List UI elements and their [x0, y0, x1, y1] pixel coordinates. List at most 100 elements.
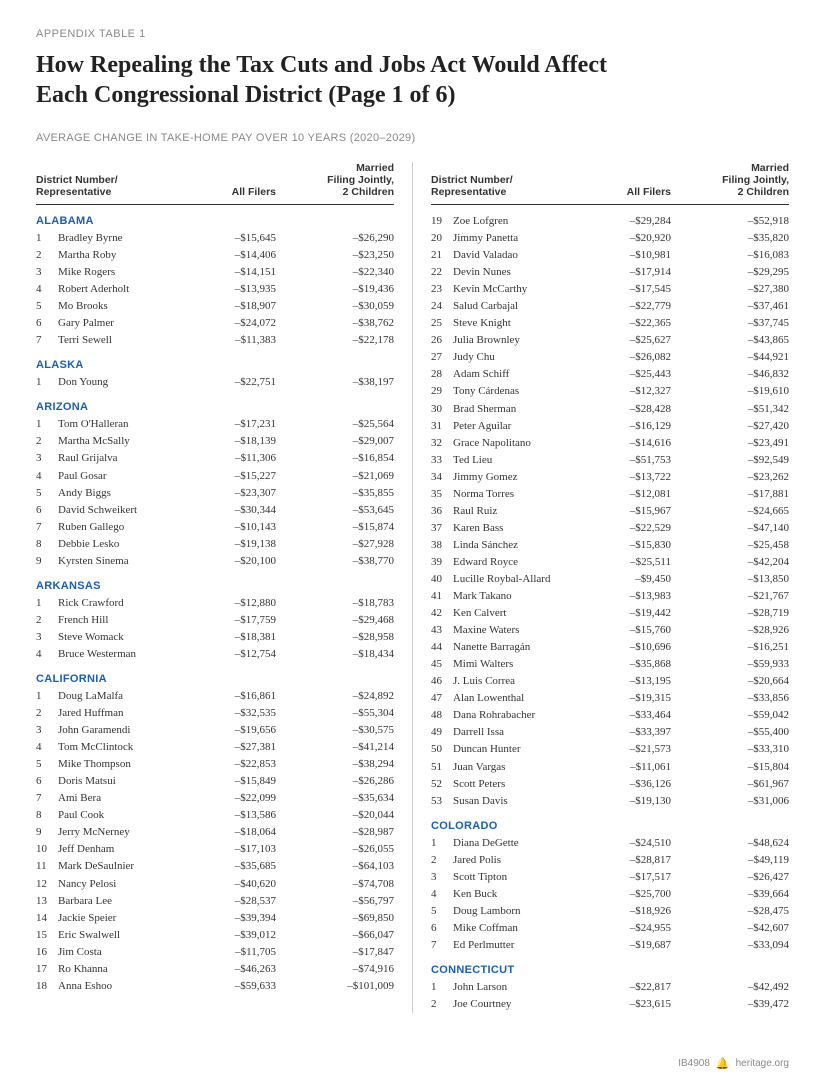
- married-value: –$29,295: [671, 264, 789, 281]
- table-row: 15Eric Swalwell–$39,012–$66,047: [36, 927, 394, 944]
- all-filers-value: –$14,406: [196, 247, 276, 264]
- th-district: District Number/ Representative: [431, 174, 591, 198]
- representative-name: Tom McClintock: [58, 739, 196, 756]
- all-filers-value: –$17,231: [196, 416, 276, 433]
- representative-name: Mo Brooks: [58, 298, 196, 315]
- district-number: 6: [36, 315, 58, 332]
- married-value: –$17,881: [671, 486, 789, 503]
- representative-name: David Valadao: [453, 247, 591, 264]
- representative-name: Bruce Westerman: [58, 646, 196, 663]
- representative-name: Nanette Barragán: [453, 639, 591, 656]
- district-number: 5: [36, 298, 58, 315]
- married-value: –$55,304: [276, 705, 394, 722]
- table-row: 33Ted Lieu–$51,753–$92,549: [431, 452, 789, 469]
- th-all-filers: All Filers: [196, 186, 276, 198]
- representative-name: John Larson: [453, 979, 591, 996]
- district-number: 40: [431, 571, 453, 588]
- district-number: 4: [36, 468, 58, 485]
- all-filers-value: –$19,138: [196, 536, 276, 553]
- state-header: CONNECTICUT: [431, 964, 789, 976]
- married-value: –$66,047: [276, 927, 394, 944]
- representative-name: Darrell Issa: [453, 724, 591, 741]
- married-value: –$42,607: [671, 920, 789, 937]
- married-value: –$35,820: [671, 230, 789, 247]
- table-row: 6Mike Coffman–$24,955–$42,607: [431, 920, 789, 937]
- district-number: 25: [431, 315, 453, 332]
- representative-name: David Schweikert: [58, 502, 196, 519]
- married-value: –$28,958: [276, 629, 394, 646]
- district-number: 51: [431, 759, 453, 776]
- district-number: 31: [431, 418, 453, 435]
- representative-name: Scott Peters: [453, 776, 591, 793]
- table-row: 9Kyrsten Sinema–$20,100–$38,770: [36, 553, 394, 570]
- all-filers-value: –$22,365: [591, 315, 671, 332]
- bell-icon: 🔔: [716, 1057, 730, 1070]
- representative-name: French Hill: [58, 612, 196, 629]
- district-number: 2: [431, 852, 453, 869]
- table-row: 5Doug Lamborn–$18,926–$28,475: [431, 903, 789, 920]
- district-number: 23: [431, 281, 453, 298]
- all-filers-value: –$28,817: [591, 852, 671, 869]
- married-value: –$39,472: [671, 996, 789, 1013]
- all-filers-value: –$24,955: [591, 920, 671, 937]
- table-row: 1Doug LaMalfa–$16,861–$24,892: [36, 688, 394, 705]
- married-value: –$39,664: [671, 886, 789, 903]
- table-row: 29Tony Cárdenas–$12,327–$19,610: [431, 383, 789, 400]
- district-number: 5: [36, 756, 58, 773]
- table-row: 19Zoe Lofgren–$29,284–$52,918: [431, 213, 789, 230]
- all-filers-value: –$25,627: [591, 332, 671, 349]
- table-row: 5Andy Biggs–$23,307–$35,855: [36, 485, 394, 502]
- table-row: 28Adam Schiff–$25,443–$46,832: [431, 366, 789, 383]
- all-filers-value: –$18,064: [196, 824, 276, 841]
- table-row: 32Grace Napolitano–$14,616–$23,491: [431, 435, 789, 452]
- married-value: –$17,847: [276, 944, 394, 961]
- representative-name: Martha McSally: [58, 433, 196, 450]
- married-value: –$26,055: [276, 841, 394, 858]
- married-value: –$33,094: [671, 937, 789, 954]
- all-filers-value: –$14,151: [196, 264, 276, 281]
- all-filers-value: –$12,327: [591, 383, 671, 400]
- representative-name: Mike Coffman: [453, 920, 591, 937]
- district-number: 17: [36, 961, 58, 978]
- district-number: 2: [36, 247, 58, 264]
- district-number: 38: [431, 537, 453, 554]
- married-value: –$28,475: [671, 903, 789, 920]
- district-number: 37: [431, 520, 453, 537]
- table-row: 4Robert Aderholt–$13,935–$19,436: [36, 281, 394, 298]
- district-number: 36: [431, 503, 453, 520]
- all-filers-value: –$15,967: [591, 503, 671, 520]
- representative-name: Mike Rogers: [58, 264, 196, 281]
- all-filers-value: –$22,853: [196, 756, 276, 773]
- table-row: 8Paul Cook–$13,586–$20,044: [36, 807, 394, 824]
- representative-name: Jimmy Gomez: [453, 469, 591, 486]
- all-filers-value: –$15,830: [591, 537, 671, 554]
- all-filers-value: –$11,306: [196, 450, 276, 467]
- table-row: 18Anna Eshoo–$59,633–$101,009: [36, 978, 394, 995]
- married-value: –$13,850: [671, 571, 789, 588]
- table-row: 12Nancy Pelosi–$40,620–$74,708: [36, 876, 394, 893]
- married-value: –$53,645: [276, 502, 394, 519]
- state-header: ARKANSAS: [36, 580, 394, 592]
- page-subtitle: AVERAGE CHANGE IN TAKE-HOME PAY OVER 10 …: [36, 132, 789, 144]
- all-filers-value: –$16,129: [591, 418, 671, 435]
- married-value: –$38,197: [276, 374, 394, 391]
- married-value: –$26,427: [671, 869, 789, 886]
- th-married: Married Filing Jointly, 2 Children: [276, 162, 394, 198]
- married-value: –$24,665: [671, 503, 789, 520]
- district-number: 6: [431, 920, 453, 937]
- married-value: –$69,850: [276, 910, 394, 927]
- district-number: 11: [36, 858, 58, 875]
- district-number: 3: [36, 722, 58, 739]
- married-value: –$38,770: [276, 553, 394, 570]
- all-filers-value: –$24,072: [196, 315, 276, 332]
- table-row: 3Mike Rogers–$14,151–$22,340: [36, 264, 394, 281]
- representative-name: Eric Swalwell: [58, 927, 196, 944]
- all-filers-value: –$20,100: [196, 553, 276, 570]
- table-row: 1John Larson–$22,817–$42,492: [431, 979, 789, 996]
- representative-name: Raul Ruiz: [453, 503, 591, 520]
- district-number: 26: [431, 332, 453, 349]
- table-row: 25Steve Knight–$22,365–$37,745: [431, 315, 789, 332]
- all-filers-value: –$12,754: [196, 646, 276, 663]
- all-filers-value: –$40,620: [196, 876, 276, 893]
- married-value: –$27,380: [671, 281, 789, 298]
